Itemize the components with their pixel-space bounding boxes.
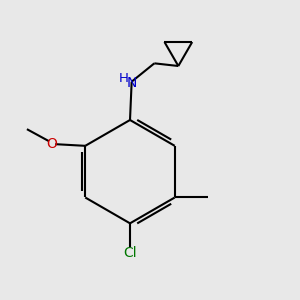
Text: H: H (118, 72, 128, 85)
Text: N: N (127, 76, 137, 90)
Text: Cl: Cl (123, 246, 137, 260)
Text: O: O (46, 137, 57, 151)
